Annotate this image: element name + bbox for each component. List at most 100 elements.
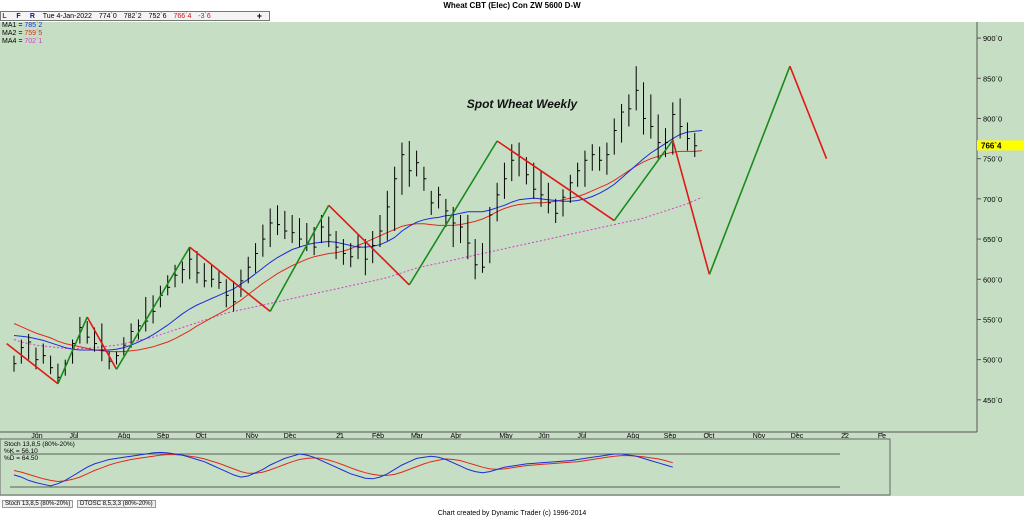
ohlc-bar — [50, 355, 54, 375]
ohlc-bar — [686, 122, 690, 151]
x-tick-label: Nov — [753, 433, 766, 440]
f-button[interactable]: F — [16, 13, 21, 20]
x-tick-label: Feb — [372, 433, 384, 440]
plus-icon[interactable]: + — [256, 11, 262, 21]
swing-down-line — [86, 316, 118, 370]
swing-down-line — [189, 246, 271, 313]
ohlc-bar — [643, 82, 647, 135]
x-tick-label: Jun — [538, 433, 549, 440]
x-tick-label: Sep — [157, 433, 170, 440]
ohlc-bar — [547, 182, 551, 214]
ohlc-bar — [379, 214, 383, 248]
l-button[interactable]: L — [2, 13, 7, 20]
ohlc-bar — [672, 102, 676, 155]
x-tick-label: 22 — [841, 433, 849, 440]
x-tick-label: Jul — [70, 433, 79, 440]
ohlc-bar — [189, 247, 193, 280]
ohlc-bar — [247, 256, 251, 284]
ohlc-bar — [635, 66, 639, 111]
ohlc-bar — [694, 132, 698, 158]
ohlc-bar — [335, 231, 339, 260]
ohlc-bar — [298, 218, 302, 248]
ohlc-bar — [533, 162, 537, 199]
x-tick-label: Oct — [196, 433, 207, 440]
x-tick-label: Jul — [578, 433, 587, 440]
ohlc-bar — [628, 94, 632, 127]
ohlc-bar — [489, 206, 493, 264]
ohlc-bar — [555, 198, 559, 223]
stoch-panel-bg — [0, 438, 891, 496]
x-tick-label: May — [499, 433, 513, 440]
swing-down-line — [328, 204, 410, 286]
x-tick-label: Aug — [627, 433, 640, 440]
ohlc-bar — [650, 94, 654, 139]
ohlc-bar — [460, 214, 464, 244]
ohlc-bar — [481, 243, 485, 273]
swing-down-line — [496, 140, 615, 222]
ohlc-bar — [20, 339, 24, 364]
ohlc-bar — [262, 224, 266, 257]
x-tick-label: Dec — [791, 433, 804, 440]
x-tick-label: Fe — [878, 433, 886, 440]
ohlc-bar — [408, 140, 412, 187]
indicator-tabs: Stoch 13,8,5 (80%-20%) DTOSC 8,5,3,3 (80… — [2, 500, 158, 508]
ohlc-bar — [211, 264, 215, 288]
ohlc-bar — [42, 343, 46, 364]
stoch-title: Stoch 13,8,5 (80%-20%) — [4, 441, 75, 448]
ohlc-bar — [540, 170, 544, 207]
ma4-label: MA4 = 702`1 — [2, 38, 43, 45]
x-tick-label: Jun — [31, 433, 42, 440]
ma2-label: MA2 = 759`5 — [2, 30, 43, 37]
stoch-k-line — [13, 451, 673, 487]
y-tick-label: 700`0 — [983, 195, 1002, 204]
price-chart[interactable]: Spot Wheat Weekly 450`0 500`0 550`0 600`0 65… — [0, 22, 1024, 496]
y-tick-label: 750`0 — [983, 155, 1002, 164]
ohlc-bar — [357, 235, 361, 260]
stoch-k-label: %K = 56.10 — [4, 448, 38, 455]
x-tick-label: Aug — [118, 433, 131, 440]
ohlc-bar — [621, 104, 625, 143]
ohlc-bar — [233, 280, 237, 312]
ohlc-bar — [386, 190, 390, 241]
ohlc-bar — [438, 186, 442, 209]
x-tick-label: Dec — [284, 433, 297, 440]
r-button[interactable]: R — [29, 13, 35, 20]
bar-date: Tue 4-Jan-2022 — [42, 13, 92, 20]
ohlc-bar — [679, 98, 683, 139]
ohlc-bar — [196, 251, 200, 284]
ohlc-bar — [269, 208, 273, 248]
ohlc-bar — [474, 239, 478, 280]
ohlc-bar — [606, 142, 610, 175]
x-tick-label: 21 — [336, 433, 344, 440]
ohlc-bar — [423, 166, 427, 191]
x-tick-label: Mar — [411, 433, 424, 440]
tab-dtosc[interactable]: DTOSC 8,5,3,3 (80%-20%) — [77, 500, 156, 508]
ohlc-bar — [277, 205, 281, 236]
tab-stoch[interactable]: Stoch 13,8,5 (80%-20%) — [2, 500, 74, 508]
ohlc-bar — [86, 321, 90, 344]
chart-background — [0, 22, 1024, 496]
ohlc-bar — [562, 189, 566, 217]
ohlc-bar — [255, 243, 259, 273]
last-price-label: 766`4 — [981, 141, 1002, 150]
y-tick-label: 500`0 — [983, 356, 1002, 365]
window-title: Wheat CBT (Elec) Con ZW 5600 D-W — [443, 1, 581, 10]
ohlc-bar — [416, 150, 420, 177]
ohlc-bar — [496, 182, 500, 222]
ohlc-bar — [577, 162, 581, 187]
bar-high: 782`2 — [123, 13, 142, 20]
swing-up-line — [613, 139, 674, 222]
x-tick-label: Nov — [246, 433, 259, 440]
ma-legend: MA1 = 785`2 MA2 = 759`5 MA4 = 702`1 — [2, 22, 42, 46]
bar-change: -3`6 — [198, 13, 211, 20]
swing-up-line — [115, 246, 191, 370]
x-tick-label: Apr — [451, 433, 463, 440]
ohlc-bar — [467, 214, 471, 260]
ohlc-bar — [445, 198, 449, 227]
ohlc-bar — [599, 146, 603, 171]
ohlc-bar — [503, 162, 507, 199]
stoch-d-label: %D = 64.50 — [4, 455, 39, 462]
ma4-line — [13, 196, 703, 349]
ohlc-bar — [569, 174, 573, 203]
y-tick-label: 850`0 — [983, 74, 1002, 83]
